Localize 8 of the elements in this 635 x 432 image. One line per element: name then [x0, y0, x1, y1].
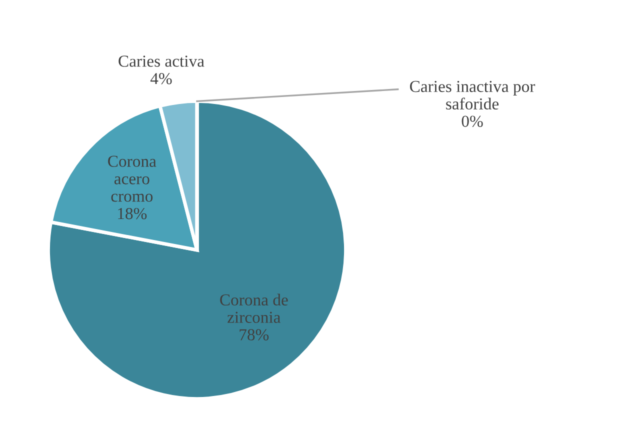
data-label: 4% [150, 72, 172, 84]
data-label: 18% [118, 208, 147, 220]
slice-label: Corona acero cromo [108, 156, 156, 202]
data-label: 78% [240, 329, 269, 340]
text: 0% [462, 116, 483, 128]
category-label: Caries inactiva por saforide [410, 80, 536, 110]
slice-label: Caries activa [118, 56, 204, 67]
slice-label: Corona de zirconia [220, 294, 288, 323]
